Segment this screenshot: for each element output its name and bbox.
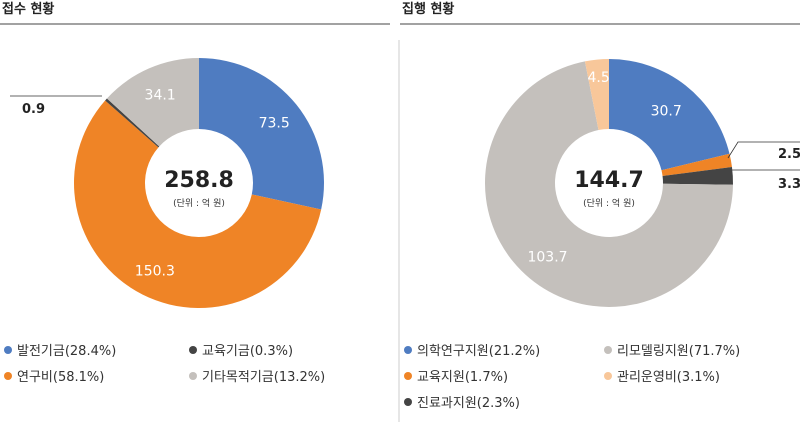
slice-관리운영비	[584, 59, 609, 131]
data-label-기타목적기금: 34.1	[145, 88, 176, 104]
legend-swatch	[604, 371, 612, 380]
legend-item-교육지원: 교육지원(1.7%)	[404, 366, 508, 385]
chart-title-receipts: 접수 현황	[2, 1, 54, 17]
slice-의학연구지원	[609, 59, 730, 171]
slice-리모델링지원	[485, 61, 733, 308]
legend-item-리모델링지원: 리모델링지원(71.7%)	[604, 340, 740, 359]
center-total: 258.8	[164, 168, 234, 193]
legend-label: 교육기금(0.3%)	[202, 344, 294, 359]
legend-label: 진료과지원(2.3%)	[417, 396, 520, 411]
data-label-의학연구지원: 30.7	[651, 103, 682, 119]
data-label-교육기금: 0.9	[22, 102, 45, 117]
legend-label: 관리운영비(3.1%)	[617, 370, 720, 385]
slice-기타목적기금	[106, 58, 199, 147]
legend-swatch	[4, 371, 12, 380]
donut-chart-receipts: 73.5 150.3 0.9 34.1 258.8 (단위 : 억 원)	[10, 58, 324, 309]
legend-swatch	[4, 345, 12, 354]
legend-label: 기타목적기금(13.2%)	[202, 370, 326, 385]
legend-swatch	[404, 397, 412, 406]
data-label-교육지원: 2.5	[778, 147, 800, 162]
legend-swatch	[189, 345, 197, 354]
center-unit: (단위 : 억 원)	[173, 197, 225, 209]
center-unit: (단위 : 억 원)	[583, 197, 635, 209]
legend-swatch	[189, 371, 197, 380]
legend-item-발전기금: 발전기금(28.4%)	[4, 340, 116, 359]
slice-교육지원	[661, 153, 732, 177]
slice-연구비	[73, 100, 322, 309]
chart-title-expenditure: 집행 현황	[402, 1, 454, 17]
legend-label: 연구비(58.1%)	[17, 370, 105, 385]
legend-swatch	[404, 345, 412, 354]
legend-item-교육기금: 교육기금(0.3%)	[189, 340, 293, 359]
leader-line	[727, 141, 800, 159]
center-total: 144.7	[574, 168, 644, 193]
legend-item-관리운영비: 관리운영비(3.1%)	[604, 366, 720, 385]
slice-진료과지원	[662, 167, 733, 185]
donut-chart-expenditure: 30.7 2.5 3.3 103.7 4.5 144.7 (단위 : 억 원)	[485, 59, 800, 308]
data-label-리모델링지원: 103.7	[527, 250, 567, 266]
legend-label: 리모델링지원(71.7%)	[617, 344, 741, 359]
legend-item-기타목적기금: 기타목적기금(13.2%)	[189, 366, 325, 385]
data-label-진료과지원: 3.3	[778, 177, 800, 192]
data-label-관리운영비: 4.5	[587, 70, 609, 86]
data-label-연구비: 150.3	[135, 264, 175, 280]
legend-label: 의학연구지원(21.2%)	[417, 344, 541, 359]
data-label-발전기금: 73.5	[259, 115, 290, 131]
legend-label: 발전기금(28.4%)	[17, 344, 117, 359]
legend-item-진료과지원: 진료과지원(2.3%)	[404, 392, 520, 411]
legend-swatch	[604, 345, 612, 354]
legend-item-연구비: 연구비(58.1%)	[4, 366, 104, 385]
legend-swatch	[404, 371, 412, 380]
slice-발전기금	[199, 58, 324, 210]
legend-item-의학연구지원: 의학연구지원(21.2%)	[404, 340, 540, 359]
legend-label: 교육지원(1.7%)	[417, 370, 509, 385]
slice-교육기금	[105, 98, 160, 148]
